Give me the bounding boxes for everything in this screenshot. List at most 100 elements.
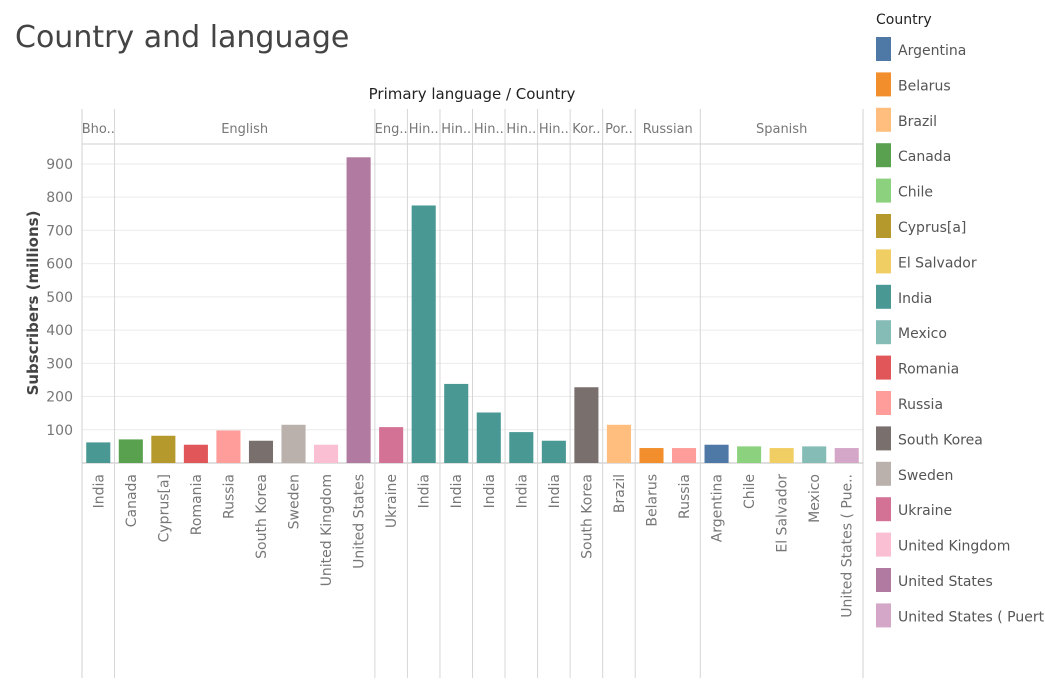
y-tick-label: 200	[46, 390, 73, 406]
legend: Country Argentina Belarus Brazil Canada Chil…	[876, 12, 1045, 628]
bar	[281, 424, 306, 463]
y-tick-label: 700	[46, 223, 73, 239]
legend-label: India	[898, 291, 932, 307]
bar	[541, 440, 566, 463]
y-tick-label: 400	[46, 323, 73, 339]
bar	[606, 424, 631, 463]
legend-label: Argentina	[898, 43, 966, 59]
legend-swatch	[876, 214, 891, 238]
bar	[476, 412, 501, 463]
bar	[574, 387, 599, 463]
x-category-label: India	[514, 474, 530, 508]
legend-label: Ukraine	[898, 503, 952, 519]
x-category-label: India	[91, 474, 107, 508]
legend-label: Cyprus[a]	[898, 220, 966, 236]
x-category-label: Mexico	[807, 474, 823, 523]
bar	[509, 432, 534, 463]
pane-label: Hin..	[409, 122, 439, 137]
bar	[379, 427, 404, 463]
legend-swatch	[876, 72, 891, 97]
bar	[671, 448, 697, 463]
legend-swatch	[876, 603, 891, 628]
pane-label: Por..	[605, 122, 633, 137]
bar	[737, 446, 762, 463]
y-tick-label: 800	[46, 190, 73, 206]
bar	[639, 448, 664, 463]
legend-swatch	[876, 532, 891, 557]
x-category-label: Sweden	[287, 474, 303, 529]
y-axis-ticks: 100 200 300 400 500 600 700 800 900	[46, 157, 73, 439]
x-category-label: Ukraine	[384, 474, 400, 528]
bar	[769, 448, 794, 463]
legend-swatch	[876, 37, 891, 61]
legend-swatch	[876, 497, 891, 522]
legend-label: Canada	[898, 149, 951, 165]
pane-label: Hin..	[441, 122, 471, 137]
bar	[802, 446, 827, 463]
x-category-label: United States	[352, 474, 368, 569]
legend-label: South Korea	[898, 432, 983, 448]
legend-swatch	[876, 568, 891, 592]
legend-label: United Kingdom	[898, 539, 1010, 555]
legend-swatch	[876, 178, 891, 203]
bar	[86, 442, 111, 463]
y-tick-label: 100	[46, 423, 73, 439]
legend-swatch	[876, 143, 891, 168]
legend-swatch	[876, 320, 891, 345]
y-tick-label: 900	[46, 157, 73, 173]
x-category-label: India	[547, 474, 563, 508]
bar-series	[86, 157, 859, 464]
legend-swatch	[876, 249, 891, 274]
bar	[118, 439, 143, 463]
pane-label: Spanish	[756, 122, 807, 137]
bar	[346, 157, 371, 463]
bar	[444, 383, 469, 463]
x-category-label: El Salvador	[775, 474, 791, 553]
pane-label: Kor..	[572, 122, 600, 137]
legend-label: Brazil	[898, 114, 937, 130]
column-header: Primary language / Country	[369, 85, 576, 103]
bar	[216, 430, 241, 463]
bar	[248, 440, 274, 463]
legend-swatch	[876, 391, 891, 415]
legend-swatch	[876, 426, 891, 451]
bar	[411, 205, 436, 464]
y-tick-label: 500	[46, 290, 73, 306]
legend-swatch	[876, 284, 891, 309]
legend-label: El Salvador	[898, 255, 977, 271]
pane-label: Hin..	[506, 122, 536, 137]
legend-label: United States	[898, 574, 993, 590]
x-category-label: United States ( Pue..	[840, 474, 856, 618]
x-axis-categories: India Canada Cyprus[a] Romania Russia South K…	[91, 474, 855, 618]
x-category-label: India	[449, 474, 465, 508]
x-category-label: Romania	[189, 474, 205, 535]
legend-swatch	[876, 107, 891, 132]
legend-label: United States ( Puert..	[898, 609, 1045, 625]
x-category-label: South Korea	[254, 474, 270, 559]
x-category-label: Canada	[124, 474, 140, 527]
y-tick-label: 300	[46, 356, 73, 372]
pane-label: Russian	[643, 122, 693, 137]
chart-title: Country and language	[15, 20, 349, 55]
x-category-label: Brazil	[612, 474, 628, 513]
pane-label: Eng..	[375, 122, 408, 137]
x-category-label: India	[482, 474, 498, 508]
x-category-label: Belarus	[644, 474, 660, 527]
pane-label: Hin..	[474, 122, 504, 137]
legend-label: Mexico	[898, 326, 947, 342]
x-category-label: Russia	[221, 474, 237, 519]
x-category-label: Russia	[677, 474, 693, 519]
pane-headers: Bho.. English Eng.. Hin.. Hin.. Hin.. Hin.. Hin…	[82, 109, 807, 678]
x-category-label: South Korea	[579, 474, 595, 559]
x-category-label: Argentina	[710, 474, 726, 542]
legend-swatch	[876, 355, 891, 380]
legend-swatch	[876, 461, 891, 486]
bar	[834, 448, 859, 463]
bar	[151, 435, 176, 463]
legend-title: Country	[876, 12, 932, 28]
pane-label: English	[221, 122, 268, 137]
bar	[704, 444, 729, 463]
x-category-label: Chile	[742, 474, 758, 509]
bar	[183, 444, 208, 463]
